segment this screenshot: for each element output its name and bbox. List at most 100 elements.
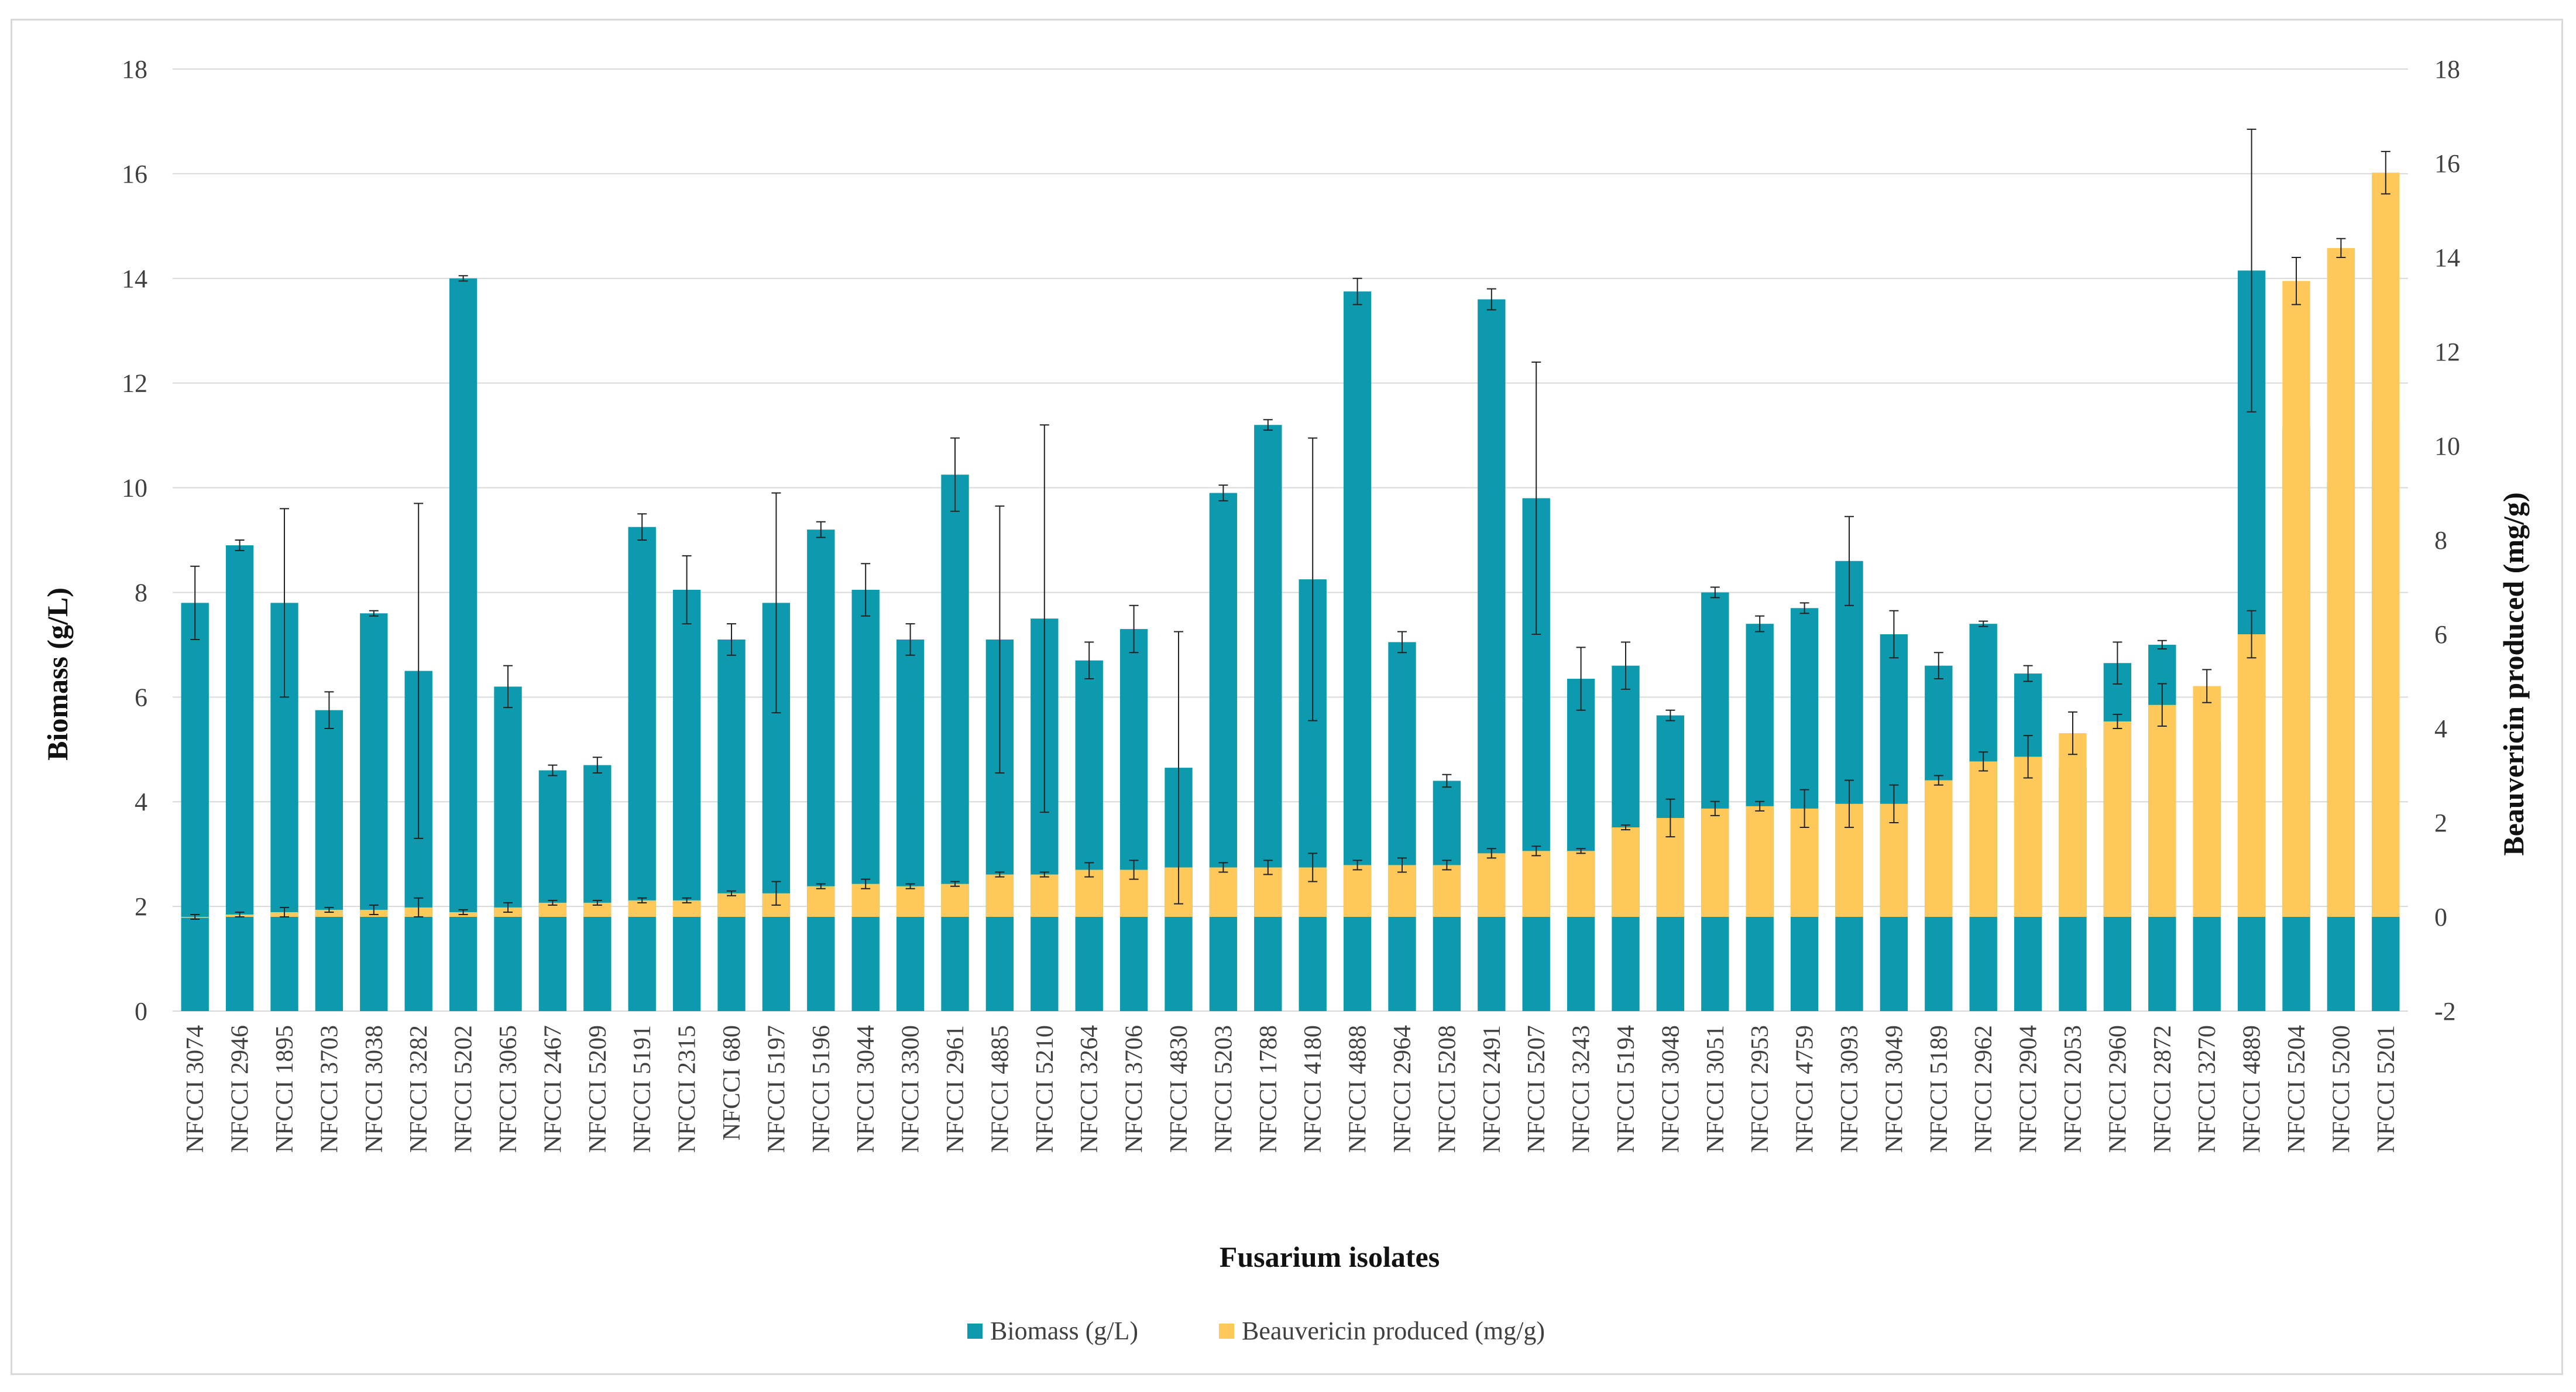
category-label: NFCCI 4759: [1792, 1025, 1819, 1153]
beauvericin-error-bar: [1799, 789, 1809, 829]
category-label: NFCCI 2946: [227, 1025, 254, 1153]
beauvericin-error-bar: [2202, 669, 2212, 703]
beauvericin-error-bar: [592, 899, 602, 906]
category-label: NFCCI 4889: [2239, 1025, 2266, 1153]
beauvericin-error-bar: [1218, 862, 1228, 873]
biomass-bar: [181, 603, 209, 1011]
category-labels: NFCCI 3074 NFCCI 2946 NFCCI 1895 NFCCI 3703…: [182, 1025, 2400, 1153]
y2-tick-label: 14: [2434, 243, 2460, 272]
biomass-error-bar: [414, 503, 424, 839]
beauvericin-error-bar: [995, 871, 1005, 878]
category-label: NFCCI 4885: [987, 1025, 1014, 1153]
beauvericin-bar: [1031, 874, 1059, 917]
beauvericin-error-bar: [1755, 800, 1765, 812]
beauvericin-error-bar: [2068, 711, 2077, 755]
beauvericin-error-bar: [548, 899, 558, 906]
biomass-error-bar: [1979, 620, 1988, 627]
category-label: NFCCI 5208: [1434, 1025, 1461, 1153]
beauvericin-error-bar: [1129, 860, 1139, 880]
biomass-error-bar: [637, 513, 647, 541]
beauvericin-error-bar: [1979, 751, 1988, 772]
biomass-bar: [672, 589, 701, 1011]
category-label: NFCCI 5191: [629, 1025, 656, 1153]
beauvericin-bar: [941, 884, 969, 917]
category-label: NFCCI 1788: [1255, 1025, 1282, 1153]
biomass-bar: [1119, 629, 1148, 1011]
beauvericin-bar: [2059, 733, 2087, 917]
category-label: NFCCI 2491: [1479, 1025, 1506, 1153]
biomass-error-bar: [727, 623, 736, 656]
beauvericin-error-bar: [369, 904, 379, 915]
biomass-error-bar: [2157, 640, 2167, 650]
biomass-error-bar: [1263, 419, 1273, 431]
category-label: NFCCI 2904: [2015, 1025, 2042, 1153]
y2-tick-label: 6: [2434, 620, 2447, 649]
beauvericin-error-bar: [1889, 784, 1899, 823]
beauvericin-error-bar: [235, 911, 245, 917]
category-label: NFCCI 3300: [898, 1025, 925, 1153]
legend-label-biomass: Biomass (g/L): [990, 1317, 1138, 1345]
biomass-bar: [1209, 493, 1238, 1011]
biomass-error-bar: [1531, 361, 1541, 635]
category-label: NFCCI 3093: [1836, 1025, 1863, 1153]
beauvericin-bar: [1925, 780, 1953, 917]
biomass-bar: [717, 639, 746, 1011]
category-label: NFCCI 3264: [1076, 1025, 1103, 1153]
y-tick-label: 10: [122, 474, 147, 503]
beauvericin-bar: [851, 884, 880, 917]
bars: [181, 173, 2400, 1012]
biomass-bar: [315, 710, 344, 1011]
y2-tick-label: 10: [2434, 432, 2460, 460]
legend-swatch-biomass: [967, 1324, 983, 1339]
beauvericin-error-bar: [1397, 857, 1407, 873]
beauvericin-error-bar: [727, 890, 736, 896]
x-axis-title: Fusarium isolates: [1220, 1240, 1440, 1273]
category-label: NFCCI 1895: [272, 1025, 298, 1153]
beauvericin-bar: [1343, 865, 1372, 917]
y2-axis-title: Beauvericin produced (mg/g): [2497, 492, 2530, 855]
biomass-error-bar: [1755, 615, 1765, 633]
category-label: NFCCI 4830: [1166, 1025, 1193, 1153]
beauvericin-error-bar: [2023, 735, 2033, 779]
y-axis-title: Biomass (g/L): [41, 587, 74, 761]
beauvericin-bar: [807, 886, 835, 917]
beauvericin-bar: [2193, 686, 2221, 917]
category-label: NFCCI 2960: [2104, 1025, 2131, 1153]
category-label: NFCCI 5207: [1523, 1025, 1550, 1153]
legend: Biomass (g/L) Beauvericin produced (mg/g…: [967, 1317, 1545, 1345]
y2-tick-label: 4: [2434, 714, 2447, 743]
beauvericin-error-bar: [771, 881, 781, 906]
beauvericin-error-bar: [2247, 610, 2256, 659]
beauvericin-error-bar: [1263, 860, 1273, 875]
category-label: NFCCI 5209: [585, 1025, 612, 1153]
y2-tick-label: -2: [2434, 997, 2456, 1026]
biomass-bar: [449, 278, 478, 1011]
y2-tick-label: 12: [2434, 338, 2460, 366]
biomass-bar: [494, 686, 522, 1011]
category-label: NFCCI 5204: [2283, 1025, 2310, 1153]
biomass-error-bar: [1218, 484, 1228, 501]
category-label: NFCCI 2467: [540, 1025, 566, 1153]
beauvericin-bar: [717, 893, 746, 917]
beauvericin-error-bar: [2381, 150, 2390, 195]
category-label: NFCCI 680: [719, 1025, 746, 1140]
biomass-error-bar: [324, 691, 334, 729]
beauvericin-bar: [1388, 865, 1416, 917]
biomass-bar: [1254, 425, 1282, 1011]
y-tick-label: 18: [122, 55, 147, 84]
legend-label-beauvericin: Beauvericin produced (mg/g): [1242, 1317, 1545, 1345]
category-label: NFCCI 3706: [1121, 1025, 1148, 1153]
biomass-error-bar: [2247, 128, 2256, 413]
biomass-error-bar: [950, 437, 960, 512]
beauvericin-bar: [1612, 827, 1640, 917]
biomass-bar: [807, 530, 835, 1011]
category-label: NFCCI 5200: [2328, 1025, 2355, 1153]
biomass-error-bar: [861, 563, 871, 617]
y-tick-label: 14: [122, 264, 147, 293]
category-label: NFCCI 2961: [942, 1025, 969, 1153]
y2-tick-label: 0: [2434, 903, 2447, 932]
beauvericin-error-bar: [816, 883, 826, 889]
biomass-error-bar: [1576, 647, 1586, 711]
beauvericin-error-bar: [1486, 848, 1496, 859]
beauvericin-error-bar: [2113, 713, 2122, 729]
